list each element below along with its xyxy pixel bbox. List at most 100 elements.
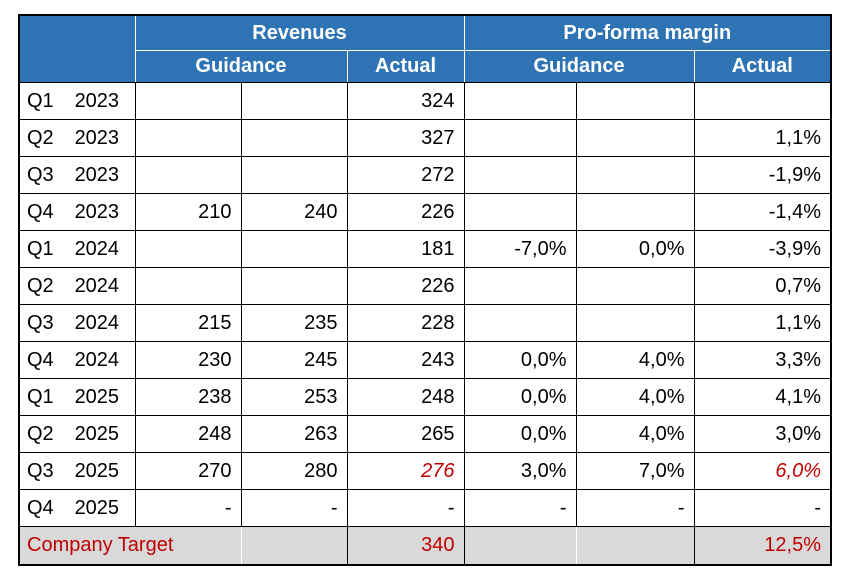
year-label: 2023 (74, 89, 120, 112)
margin-actual-cell: - (693, 489, 832, 527)
proforma-margin-group-header: Pro-forma margin (463, 14, 832, 51)
year-label: 2025 (74, 459, 120, 482)
quarter-cell: Q4 2023 (18, 193, 136, 231)
quarter-label: Q4 (27, 496, 54, 519)
margin-guidance-high-cell (575, 267, 695, 305)
margin-actual-cell: -1,4% (693, 193, 832, 231)
quarter-cell: Q2 2025 (18, 415, 136, 453)
target-revenue-guidance-cell (240, 526, 348, 566)
revenue-actual-cell: 248 (346, 378, 465, 416)
year-label: 2024 (74, 274, 120, 297)
revenue-guidance-high-cell: 235 (240, 304, 348, 342)
year-label: 2023 (74, 126, 120, 149)
table-row: Q1 2024 181 -7,0% 0,0% -3,9% (18, 230, 832, 268)
quarter-label: Q2 (27, 274, 54, 297)
margin-guidance-low-cell (463, 119, 577, 157)
target-margin-actual-cell: 12,5% (693, 526, 832, 566)
margin-guidance-high-cell (575, 193, 695, 231)
margin-guidance-low-cell (463, 82, 577, 120)
table-row: Q2 2023 327 1,1% (18, 119, 832, 157)
revenue-guidance-low-cell (134, 267, 242, 305)
quarter-cell: Q4 2024 (18, 341, 136, 379)
margin-actual-cell: -3,9% (693, 230, 832, 268)
revenue-actual-cell: 243 (346, 341, 465, 379)
revenue-actual-cell: 324 (346, 82, 465, 120)
table-row: Q4 2024 230 245 243 0,0% 4,0% 3,3% (18, 341, 832, 379)
margin-guidance-low-cell: 0,0% (463, 415, 577, 453)
margin-guidance-low-cell: 3,0% (463, 452, 577, 490)
revenue-guidance-low-cell (134, 156, 242, 194)
revenues-actual-header: Actual (346, 50, 465, 83)
revenue-guidance-high-cell (240, 267, 348, 305)
header-group-row: Revenues Pro-forma margin (18, 14, 832, 83)
revenue-actual-cell: 228 (346, 304, 465, 342)
table-row: Q2 2024 226 0,7% (18, 267, 832, 305)
revenue-guidance-low-cell: 215 (134, 304, 242, 342)
quarter-cell: Q3 2025 (18, 452, 136, 490)
target-margin-guidance-low-cell (463, 526, 577, 566)
table-header: Revenues Pro-forma margin Guidance Actua… (18, 14, 832, 83)
margin-actual-header: Actual (693, 50, 832, 83)
quarter-cell: Q2 2024 (18, 267, 136, 305)
revenue-guidance-high-cell (240, 82, 348, 120)
year-label: 2025 (74, 496, 120, 519)
table-footer: Company Target 340 12,5% (18, 526, 832, 566)
margin-guidance-high-cell (575, 119, 695, 157)
company-target-row: Company Target 340 12,5% (18, 526, 832, 566)
quarter-cell: Q2 2023 (18, 119, 136, 157)
margin-actual-cell (693, 82, 832, 120)
revenue-guidance-low-cell (134, 230, 242, 268)
quarter-label: Q2 (27, 422, 54, 445)
margin-guidance-low-cell: 0,0% (463, 341, 577, 379)
revenue-guidance-low-cell (134, 119, 242, 157)
target-revenue-actual-cell: 340 (346, 526, 465, 566)
quarter-label: Q4 (27, 348, 54, 371)
quarter-label: Q1 (27, 385, 54, 408)
margin-guidance-high-cell: 7,0% (575, 452, 695, 490)
quarter-cell: Q1 2025 (18, 378, 136, 416)
year-label: 2025 (74, 422, 120, 445)
revenue-guidance-low-cell (134, 82, 242, 120)
margin-guidance-low-cell: 0,0% (463, 378, 577, 416)
quarter-cell: Q1 2024 (18, 230, 136, 268)
margin-actual-cell: -1,9% (693, 156, 832, 194)
revenue-guidance-high-cell (240, 119, 348, 157)
revenue-actual-cell: 226 (346, 267, 465, 305)
revenue-guidance-low-cell: 238 (134, 378, 242, 416)
revenue-actual-cell: - (346, 489, 465, 527)
margin-actual-cell: 1,1% (693, 119, 832, 157)
revenue-guidance-high-cell: 240 (240, 193, 348, 231)
quarter-label: Q4 (27, 200, 54, 223)
year-label: 2024 (74, 311, 120, 334)
margin-guidance-high-cell (575, 304, 695, 342)
revenue-guidance-low-cell: 270 (134, 452, 242, 490)
year-label: 2024 (74, 237, 120, 260)
corner-cell (18, 14, 136, 83)
margin-guidance-header: Guidance (463, 50, 695, 83)
revenue-actual-cell: 226 (346, 193, 465, 231)
margin-guidance-low-cell: - (463, 489, 577, 527)
margin-actual-cell: 0,7% (693, 267, 832, 305)
revenue-guidance-high-cell: 263 (240, 415, 348, 453)
margin-actual-cell: 1,1% (693, 304, 832, 342)
year-label: 2023 (74, 163, 120, 186)
margin-guidance-high-cell: 4,0% (575, 415, 695, 453)
margin-actual-cell: 3,3% (693, 341, 832, 379)
quarter-label: Q3 (27, 163, 54, 186)
revenues-guidance-header: Guidance (134, 50, 348, 83)
guidance-vs-actual-table: Revenues Pro-forma margin Guidance Actua… (18, 14, 833, 566)
margin-guidance-high-cell (575, 156, 695, 194)
quarter-cell: Q3 2023 (18, 156, 136, 194)
revenue-actual-cell: 265 (346, 415, 465, 453)
table-row: Q3 2024 215 235 228 1,1% (18, 304, 832, 342)
year-label: 2023 (74, 200, 120, 223)
year-label: 2025 (74, 385, 120, 408)
quarter-cell: Q4 2025 (18, 489, 136, 527)
revenue-guidance-high-cell: 280 (240, 452, 348, 490)
revenue-actual-cell: 181 (346, 230, 465, 268)
quarter-label: Q1 (27, 237, 54, 260)
quarter-cell: Q3 2024 (18, 304, 136, 342)
revenue-guidance-low-cell: 248 (134, 415, 242, 453)
margin-actual-cell: 3,0% (693, 415, 832, 453)
